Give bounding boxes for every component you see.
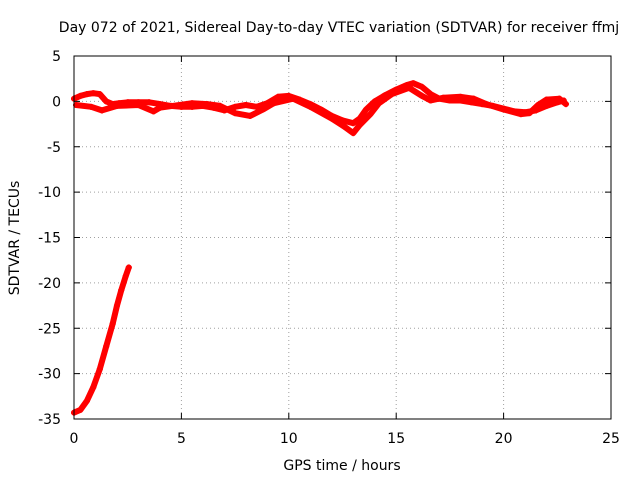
data-point xyxy=(290,95,297,102)
x-tick-labels: 0 5 10 15 20 25 xyxy=(70,431,620,447)
data-point xyxy=(363,106,370,113)
data-point xyxy=(109,320,116,327)
y-tick-label: 5 xyxy=(52,49,61,65)
x-tick-label: 5 xyxy=(177,431,186,447)
data-point xyxy=(122,273,129,280)
y-tick-labels: 5 0 -5 -10 -15 -20 -25 -30 -35 xyxy=(38,49,61,428)
data-point xyxy=(307,103,314,110)
data-point xyxy=(562,101,569,108)
data-point xyxy=(232,103,239,110)
data-point xyxy=(247,112,254,119)
data-point xyxy=(406,84,413,91)
y-tick-label: -30 xyxy=(38,367,61,383)
y-tick-label: -25 xyxy=(38,321,61,337)
data-point xyxy=(253,103,260,110)
data-point xyxy=(517,111,524,118)
data-point xyxy=(260,106,267,113)
data-point xyxy=(275,93,282,100)
data-point xyxy=(410,80,417,87)
x-axis-label: GPS time / hours xyxy=(283,458,400,474)
data-point xyxy=(440,94,447,101)
data-point xyxy=(189,100,196,107)
data-point xyxy=(328,115,335,122)
x-tick-label: 15 xyxy=(387,431,405,447)
data-point xyxy=(90,384,97,391)
data-point xyxy=(483,101,490,108)
data-point xyxy=(526,110,533,117)
data-point xyxy=(146,99,153,106)
data-point xyxy=(90,90,97,97)
y-tick-label: -35 xyxy=(38,412,61,428)
data-point xyxy=(204,101,211,108)
data-point xyxy=(457,93,464,100)
data-point xyxy=(270,100,277,107)
data-point xyxy=(96,91,103,98)
data-point xyxy=(418,92,425,99)
x-tick-label: 0 xyxy=(70,431,79,447)
y-tick-label: -10 xyxy=(38,185,61,201)
data-point xyxy=(367,111,374,118)
axis-ticks xyxy=(73,55,612,420)
data-point xyxy=(96,366,103,373)
data-point xyxy=(150,108,157,115)
x-tick-label: 10 xyxy=(280,431,298,447)
chart-title: Day 072 of 2021, Sidereal Day-to-day VTE… xyxy=(59,20,619,36)
series-1 xyxy=(73,84,569,137)
data-point xyxy=(341,123,348,130)
y-tick-label: -15 xyxy=(38,231,61,247)
y-tick-label: -5 xyxy=(47,140,61,156)
data-point xyxy=(556,95,563,102)
data-point xyxy=(350,120,357,127)
grid-lines xyxy=(74,56,611,419)
data-point xyxy=(418,83,425,90)
data-point xyxy=(118,287,125,294)
data-point xyxy=(242,102,249,109)
data-point xyxy=(98,107,105,114)
y-axis-label: SDTVAR / TECUs xyxy=(7,181,23,296)
data-point xyxy=(232,110,239,117)
data-point xyxy=(350,130,357,137)
y-tick-label: -20 xyxy=(38,276,61,292)
data-point xyxy=(500,106,507,113)
data-point xyxy=(388,91,395,98)
data-point xyxy=(103,98,110,105)
x-tick-label: 25 xyxy=(602,431,620,447)
data-point xyxy=(88,103,95,110)
data-point xyxy=(534,102,541,109)
data-point xyxy=(156,104,163,111)
series-2 xyxy=(71,264,132,416)
data-point xyxy=(217,102,224,109)
data-point xyxy=(83,91,90,98)
data-point xyxy=(356,121,363,128)
data-point xyxy=(113,102,120,109)
data-point xyxy=(427,91,434,98)
data-point xyxy=(376,100,383,107)
series-line xyxy=(73,84,569,137)
data-point xyxy=(470,95,477,102)
data-point xyxy=(543,96,550,103)
y-tick-label: 0 xyxy=(52,94,61,110)
data-point xyxy=(113,302,120,309)
data-point xyxy=(356,115,363,122)
data-point xyxy=(77,406,84,413)
data-point xyxy=(135,102,142,109)
data-series xyxy=(71,80,569,416)
data-point xyxy=(77,92,84,99)
data-point xyxy=(427,97,434,104)
data-point xyxy=(83,397,90,404)
data-point xyxy=(103,343,110,350)
x-tick-label: 20 xyxy=(495,431,513,447)
data-point xyxy=(125,264,132,271)
data-point xyxy=(543,102,550,109)
